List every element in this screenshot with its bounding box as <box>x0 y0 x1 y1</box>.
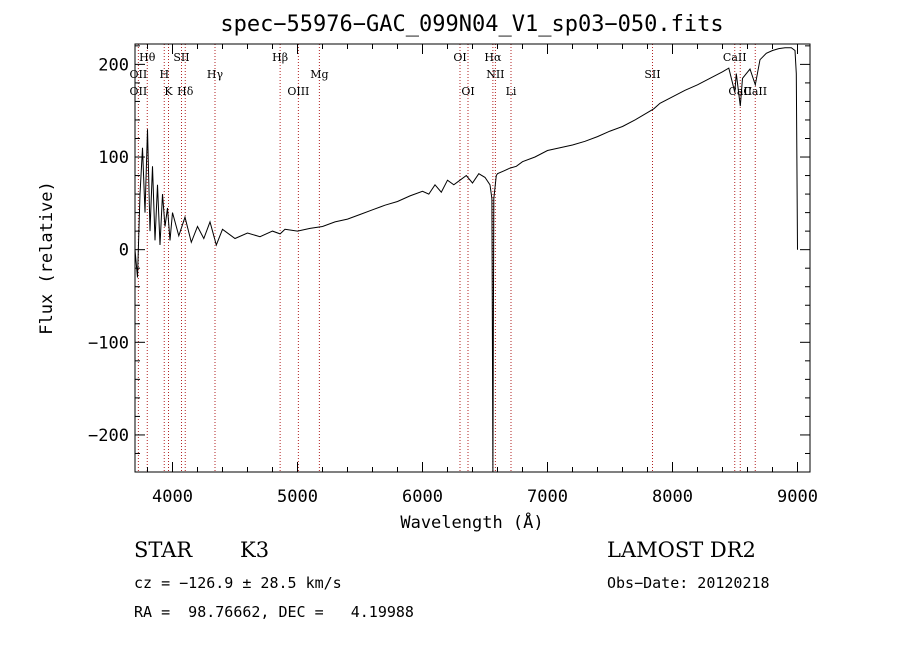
y-axis-label: Flux (relative) <box>37 181 57 335</box>
x-tick-label: 7000 <box>527 487 568 507</box>
line-label: SII <box>173 51 189 64</box>
tick-labels: 4000 5000 6000 7000 8000 9000 −200 −100 0 100 200 <box>88 55 818 507</box>
line-label: OI <box>461 85 474 98</box>
x-tick-label: 8000 <box>652 487 693 507</box>
axis-ticks <box>135 44 810 473</box>
chart-title: spec−55976−GAC_099N04_V1_sp03−050.fits <box>220 12 723 37</box>
line-label: H <box>159 68 169 81</box>
spectrum-series <box>134 47 798 473</box>
line-label: Hβ <box>272 51 288 64</box>
y-tick-label: −200 <box>88 426 129 446</box>
line-label: Hγ <box>207 68 224 81</box>
line-label: Hθ <box>139 51 156 64</box>
line-label: K <box>164 85 173 98</box>
line-label: OII <box>130 68 148 81</box>
cz-readout: cz = −126.9 ± 28.5 km/s <box>134 574 342 592</box>
series-line <box>134 47 798 473</box>
line-label: CaII <box>728 85 752 98</box>
line-label: OI <box>453 51 466 64</box>
line-label: OII <box>130 85 148 98</box>
x-axis-label: Wavelength (Å) <box>400 511 543 533</box>
x-tick-label: 5000 <box>277 487 318 507</box>
line-label: Li <box>506 85 517 98</box>
plot-frame <box>134 43 811 473</box>
y-tick-label: 100 <box>98 148 129 168</box>
line-label: CaII <box>743 85 767 98</box>
line-label: SII <box>644 68 660 81</box>
class-label: STAR <box>134 538 193 562</box>
y-tick-label: −100 <box>88 333 129 353</box>
x-tick-label: 4000 <box>152 487 193 507</box>
survey-label: LAMOST DR2 <box>607 538 756 562</box>
line-markers <box>137 44 756 472</box>
line-label: OIII <box>287 85 309 98</box>
line-label: Hδ <box>177 85 194 98</box>
line-label: Hα <box>484 51 502 64</box>
x-tick-label: 9000 <box>777 487 818 507</box>
y-tick-label: 0 <box>119 241 129 261</box>
subclass-label: K3 <box>240 538 270 562</box>
line-label: Mg <box>310 68 328 81</box>
line-label: CaII <box>723 51 747 64</box>
radec-readout: RA = 98.76662, DEC = 4.19988 <box>134 603 414 621</box>
x-tick-label: 6000 <box>402 487 443 507</box>
y-tick-label: 200 <box>98 55 129 75</box>
line-label: NII <box>486 68 504 81</box>
obs-date-readout: Obs−Date: 20120218 <box>607 574 770 592</box>
